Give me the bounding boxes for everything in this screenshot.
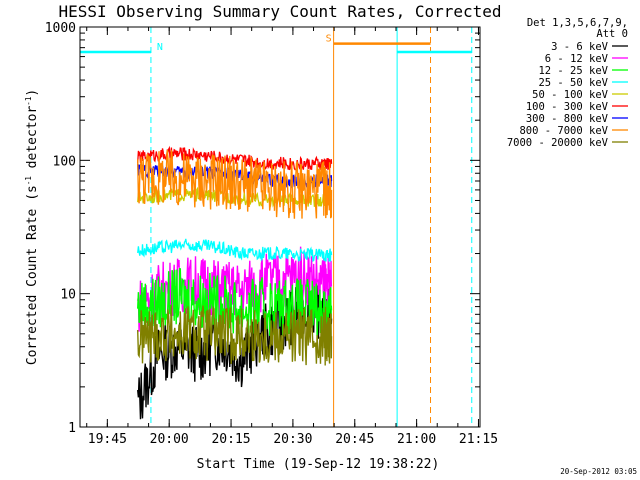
flag-label-0: N (157, 42, 163, 53)
axis-ticks: 19:45 20:00 20:15 20:30 20:45 21:00 21:15 1 10 10… (45, 21, 498, 447)
legend-label-0: 3 - 6 keV (551, 41, 609, 53)
legend-label-1: 6 - 12 keV (545, 53, 609, 65)
legend-label-7: 800 - 7000 keV (519, 125, 608, 137)
series-line-7 (137, 149, 333, 219)
legend-label-3: 25 - 50 keV (538, 77, 608, 89)
y-tick-label-1: 10 (60, 288, 76, 303)
x-tick-label-6: 21:15 (459, 432, 498, 447)
footer-date: 20-Sep-2012 03:05 (560, 467, 637, 476)
x-tick-label-2: 20:15 (211, 432, 250, 447)
x-tick-label-5: 21:00 (397, 432, 436, 447)
y-tick-label-0: 1 (68, 421, 76, 436)
flag-bars: NS (80, 34, 472, 54)
y-axis-label-main: Corrected Count Rate (s (25, 185, 40, 365)
legend-label-5: 100 - 300 keV (526, 101, 609, 113)
legend-label-8: 7000 - 20000 keV (507, 137, 609, 149)
x-axis-label: Start Time (19-Sep-12 19:38:22) (197, 457, 440, 472)
x-tick-label-3: 20:30 (273, 432, 312, 447)
legend-label-2: 12 - 25 keV (538, 65, 608, 77)
series-layer (137, 145, 333, 420)
series-line-3 (137, 238, 333, 263)
x-tick-label-4: 20:45 (335, 432, 374, 447)
y-tick-label-3: 1000 (45, 21, 76, 36)
y-axis-label: Corrected Count Rate (s-1 detector-1) (24, 89, 40, 365)
orbit-boundaries (79, 27, 473, 427)
legend-label-4: 50 - 100 keV (532, 89, 609, 101)
x-tick-label-1: 20:00 (150, 432, 189, 447)
chart-title: HESSI Observing Summary Count Rates, Cor… (58, 2, 501, 21)
y-axis-label-sup1: -1 (24, 176, 33, 185)
x-tick-label-0: 19:45 (88, 432, 127, 447)
legend-header-1: Att 0 (596, 28, 628, 40)
legend-header-0: Det 1,3,5,6,7,9, (527, 17, 628, 29)
series-line-8 (137, 305, 333, 366)
legend-label-6: 300 - 800 keV (526, 113, 609, 125)
flag-label-1: S (326, 34, 332, 45)
plot-frame (79, 26, 481, 428)
y-tick-label-2: 100 (53, 154, 76, 169)
y-axis-label-sup2: -1 (24, 97, 33, 106)
y-axis-label-end: ) (25, 89, 40, 97)
y-axis-label-mid: detector (25, 106, 40, 177)
